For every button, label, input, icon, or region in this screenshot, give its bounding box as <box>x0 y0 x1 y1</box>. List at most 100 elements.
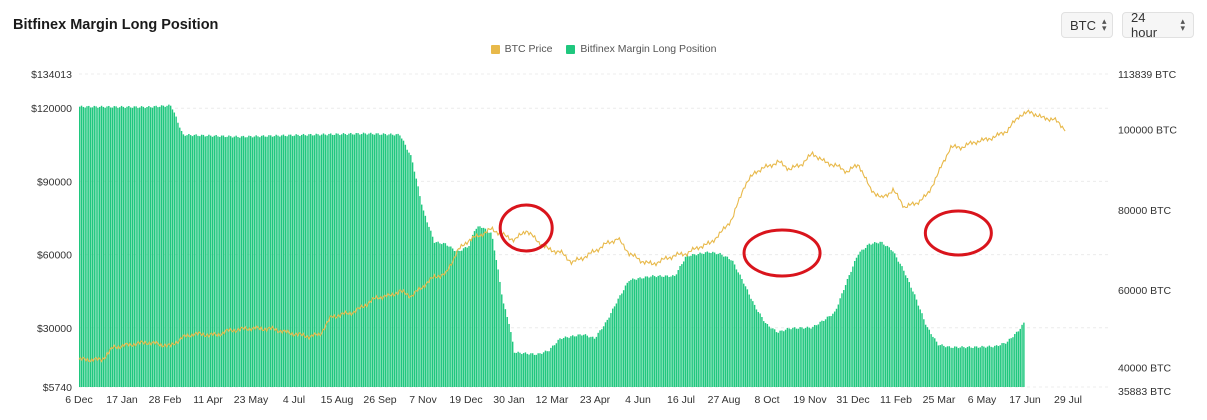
margin-long-bar <box>239 137 241 387</box>
margin-long-bar <box>357 133 359 387</box>
margin-long-bar <box>792 327 794 387</box>
x-tick-label: 4 Jun <box>625 394 651 406</box>
margin-long-bar <box>313 135 316 387</box>
margin-long-bar <box>912 291 914 387</box>
margin-long-bar <box>477 226 479 387</box>
margin-long-bar <box>577 334 579 387</box>
margin-long-bar <box>464 247 467 387</box>
margin-long-bar <box>619 295 621 387</box>
margin-long-bar <box>728 259 730 387</box>
coin-select[interactable]: BTC ▴ ▾ <box>1061 12 1113 38</box>
margin-long-bar <box>431 236 434 387</box>
annotation-circle <box>498 203 554 253</box>
legend-item-btc-price[interactable]: BTC Price <box>490 43 552 55</box>
margin-long-bar <box>308 134 310 387</box>
margin-long-bar <box>166 105 168 387</box>
margin-long-bar <box>395 134 397 387</box>
x-tick-label: 4 Jul <box>283 394 305 406</box>
margin-long-bar <box>739 274 741 387</box>
margin-long-bar <box>544 350 547 387</box>
margin-long-bar <box>453 250 456 387</box>
margin-long-bar <box>233 136 236 387</box>
margin-long-bar <box>806 326 809 387</box>
margin-long-bar <box>377 133 379 387</box>
legend-swatch-margin-long <box>566 44 576 54</box>
margin-long-bar <box>928 329 930 387</box>
x-tick-label: 8 Oct <box>754 394 779 406</box>
margin-long-bar <box>399 135 401 387</box>
x-tick-label: 30 Jan <box>493 394 525 406</box>
margin-long-bar <box>824 319 827 387</box>
margin-long-bar <box>672 275 674 387</box>
margin-long-bar <box>402 140 405 387</box>
margin-long-bar <box>175 116 177 387</box>
margin-long-bar <box>932 336 934 387</box>
margin-long-bar <box>650 276 652 387</box>
margin-long-bar <box>937 345 940 387</box>
margin-long-bar <box>957 348 960 387</box>
margin-long-bar <box>260 135 263 387</box>
margin-long-bar <box>502 303 505 387</box>
margin-long-bar <box>872 243 874 387</box>
margin-long-bar <box>597 332 599 387</box>
margin-long-bar <box>448 246 450 387</box>
margin-long-bar <box>189 135 192 387</box>
margin-long-bar <box>91 107 94 388</box>
margin-long-bar <box>109 107 112 387</box>
margin-long-bar <box>768 326 770 387</box>
margin-long-bar <box>277 135 279 387</box>
margin-long-bar <box>169 105 172 387</box>
margin-long-bar <box>522 353 525 387</box>
btc-price-line <box>78 109 1066 363</box>
margin-long-bar <box>923 319 925 387</box>
margin-long-bar <box>222 135 225 387</box>
margin-long-bar <box>861 249 863 387</box>
margin-long-bar <box>153 106 156 388</box>
margin-long-bar <box>142 106 145 388</box>
margin-long-bar <box>813 324 816 387</box>
margin-long-bar <box>226 136 228 387</box>
margin-long-bar <box>417 186 419 387</box>
margin-long-bar <box>1003 343 1005 387</box>
margin-long-bar <box>266 136 268 387</box>
margin-long-bar <box>204 136 206 387</box>
margin-long-bar <box>633 279 636 387</box>
margin-long-bar <box>875 242 878 387</box>
margin-long-bar <box>832 313 834 387</box>
margin-long-bar <box>844 285 847 387</box>
margin-long-bar <box>273 136 276 387</box>
margin-long-bar <box>592 336 594 387</box>
annotation-circle <box>923 209 993 257</box>
margin-long-bar <box>992 347 994 387</box>
margin-long-bar <box>404 144 407 387</box>
legend-item-margin-long[interactable]: Bitfinex Margin Long Position <box>566 43 716 55</box>
margin-long-bar <box>237 136 239 387</box>
margin-long-bar <box>941 344 943 387</box>
margin-long-bar <box>963 347 965 387</box>
margin-long-bar <box>692 253 694 387</box>
margin-long-bar <box>757 311 759 387</box>
margin-long-bar <box>903 270 905 387</box>
margin-long-bar <box>1015 331 1018 387</box>
margin-long-bar <box>817 324 820 387</box>
margin-long-bar <box>775 332 778 387</box>
margin-long-bar <box>446 245 448 387</box>
margin-long-bar <box>868 243 870 387</box>
margin-long-bar <box>104 107 106 388</box>
margin-long-bar <box>786 327 789 387</box>
margin-long-bar <box>699 252 701 387</box>
margin-long-bar <box>108 105 110 387</box>
margin-long-bar <box>346 134 348 387</box>
margin-long-bar <box>299 136 301 387</box>
margin-long-bar <box>468 246 470 387</box>
margin-long-bar <box>755 309 758 387</box>
y-left-tick-label: $134013 <box>31 69 72 81</box>
right-axis-ticks: 113839 BTC 100000 BTC 80000 BTC 60000 BTC 40… <box>1118 69 1177 398</box>
margin-long-bar <box>371 134 374 387</box>
margin-long-bar <box>541 353 543 387</box>
margin-long-bar <box>1019 328 1021 387</box>
margin-long-bar <box>89 107 92 387</box>
interval-select[interactable]: 24 hour ▴ ▾ <box>1122 10 1194 40</box>
margin-long-bar <box>566 337 568 387</box>
margin-long-bar <box>686 255 689 387</box>
